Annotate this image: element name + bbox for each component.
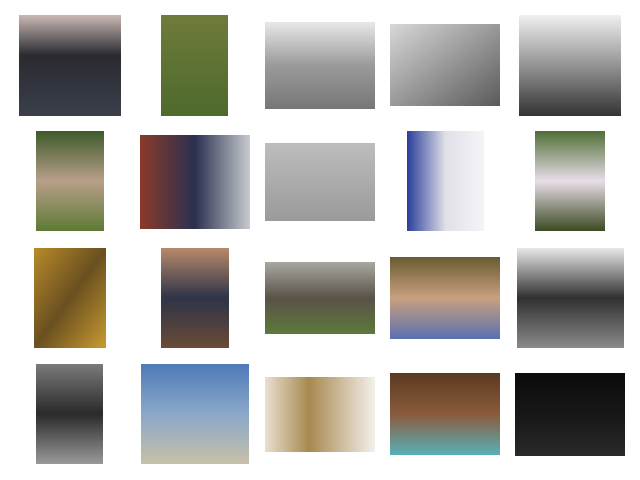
photo xyxy=(36,131,104,231)
photo xyxy=(407,131,484,231)
photo xyxy=(265,22,375,109)
photo xyxy=(141,364,249,464)
photo xyxy=(36,364,103,464)
photo xyxy=(390,373,500,455)
photo xyxy=(535,131,605,231)
photo xyxy=(517,248,624,348)
photo xyxy=(519,15,621,116)
photo xyxy=(515,373,625,456)
photo xyxy=(140,135,250,229)
photo xyxy=(390,24,500,106)
photo xyxy=(161,15,228,116)
photo xyxy=(161,248,229,348)
photo xyxy=(390,257,500,339)
photo xyxy=(34,248,106,348)
photo xyxy=(265,377,375,452)
photo xyxy=(265,143,375,221)
photo xyxy=(265,262,375,334)
photo xyxy=(19,15,121,116)
